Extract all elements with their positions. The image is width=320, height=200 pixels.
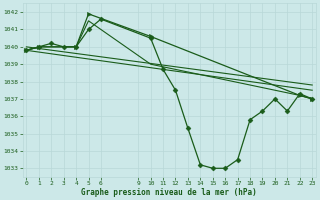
X-axis label: Graphe pression niveau de la mer (hPa): Graphe pression niveau de la mer (hPa) [81,188,257,197]
